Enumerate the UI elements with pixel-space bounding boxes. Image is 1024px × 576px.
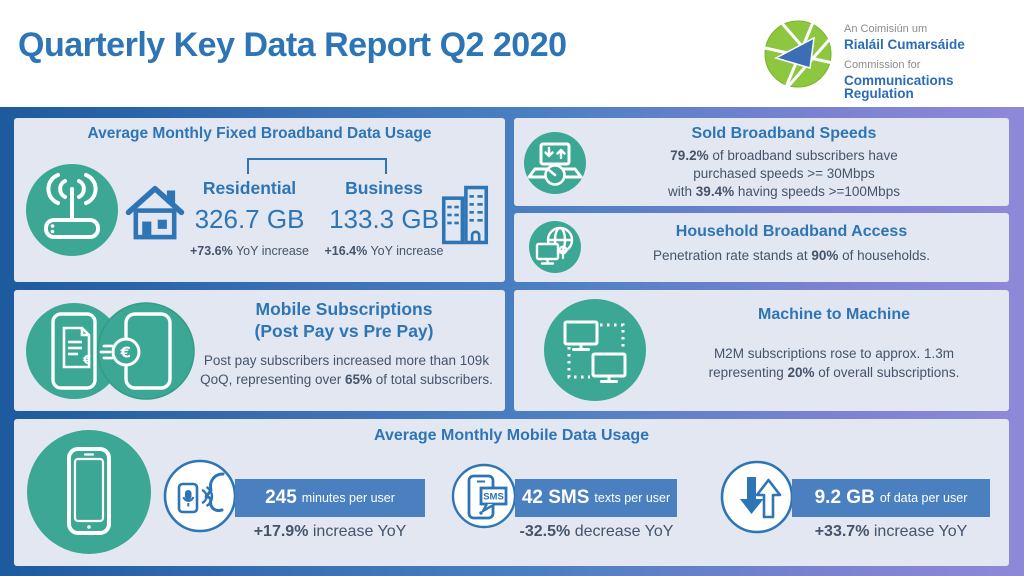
mobile-subs-body: Post pay subscribers increased more than… (200, 353, 493, 387)
minutes-change: +17.9% increase YoY (253, 523, 407, 540)
svg-text:€: € (120, 344, 131, 362)
comreg-logo: An Coimisiún um Rialáil Cumarsáide Commi… (752, 2, 1014, 105)
smartphone-icon (26, 429, 152, 555)
business-value: 133.3 GB (329, 204, 439, 234)
sms-banner: 42 SMS texts per user (515, 479, 677, 517)
household-access-body: Penetration rate stands at 90% of househ… (653, 248, 930, 263)
residential-stat: Residential 326.7 GB +73.6% YoY increase (172, 178, 327, 258)
data-arrows-icon (720, 460, 794, 534)
m2m-body: M2M subscriptions rose to approx. 1.3m r… (708, 346, 960, 380)
data-banner: 9.2 GB of data per user (792, 479, 990, 517)
sold-speeds-line3: with 39.4% having speeds >=100Mbps (668, 184, 900, 199)
residential-change: +73.6% YoY increase (190, 244, 309, 258)
mobile-subs-title-line1: Mobile Subscriptions (255, 299, 433, 319)
sms-change: -32.5% decrease YoY (519, 523, 674, 540)
globe-monitor-icon (528, 220, 582, 274)
minutes-banner: 245 minutes per user (235, 479, 425, 517)
router-wifi-icon (24, 162, 120, 258)
logo-line-irish-1: An Coimisiún um (844, 23, 928, 35)
data-unit: of data per user (879, 491, 968, 505)
minutes-value: 245 (265, 487, 297, 508)
sms-value: 42 SMS (521, 487, 590, 508)
sms-unit: texts per user (594, 491, 671, 505)
household-access-title: Household Broadband Access (675, 223, 908, 240)
fixed-broadband-title: Average Monthly Fixed Broadband Data Usa… (87, 125, 432, 142)
panel-mobile-data-usage: Average Monthly Mobile Data Usage (14, 419, 1009, 566)
business-change: +16.4% YoY increase (324, 244, 444, 258)
svg-text:SMS: SMS (483, 492, 504, 503)
residential-business-bracket (247, 158, 387, 174)
sold-speeds-line1: 79.2% of broadband subscribers have (670, 148, 898, 163)
svg-text:€: € (82, 353, 91, 367)
data-value: 9.2 GB (814, 487, 875, 508)
residential-value: 326.7 GB (194, 204, 305, 234)
laptop-speed-icon (523, 131, 587, 195)
voice-minutes-icon (163, 459, 237, 533)
residential-label: Residential (202, 178, 297, 198)
page-title: Quarterly Key Data Report Q2 2020 (18, 26, 567, 64)
business-label: Business (345, 178, 423, 198)
m2m-title: Machine to Machine (757, 306, 911, 323)
header: Quarterly Key Data Report Q2 2020 An Coi (0, 0, 1024, 107)
phone-bill-icon: € € (20, 298, 202, 404)
comreg-logo-icon (752, 2, 848, 105)
logo-line-irish-2: Rialáil Cumarsáide (844, 37, 965, 52)
panel-sold-speeds: Sold Broadband Speeds 79.2% of broadband… (514, 118, 1009, 206)
mobile-subs-title-line2: (Post Pay vs Pre Pay) (254, 321, 434, 341)
sms-icon: SMS (451, 463, 517, 529)
logo-line-english-1: Commission for (844, 58, 921, 71)
m2m-monitors-icon (542, 297, 648, 403)
business-stat: Business 133.3 GB +16.4% YoY increase (309, 178, 459, 258)
sold-speeds-title: Sold Broadband Speeds (691, 125, 877, 142)
panel-fixed-broadband: Average Monthly Fixed Broadband Data Usa… (14, 118, 505, 282)
buildings-icon (438, 184, 492, 246)
logo-text: An Coimisiún um Rialáil Cumarsáide Commi… (844, 24, 1014, 109)
sold-speeds-line2: purchased speeds >= 30Mbps (693, 166, 875, 181)
minutes-unit: minutes per user (301, 491, 395, 505)
house-icon (123, 182, 187, 241)
panel-household-access: Household Broadband Access Penetration r… (514, 213, 1009, 282)
mobile-usage-title: Average Monthly Mobile Data Usage (373, 427, 650, 444)
data-change: +33.7% increase YoY (814, 523, 968, 540)
panel-machine-to-machine: Machine to Machine M2M subscriptions ros… (514, 290, 1009, 411)
panel-mobile-subscriptions: € € Mobile Subscriptions (Post Pay vs Pr… (14, 290, 505, 411)
logo-line-english-2: Communications Regulation (844, 72, 954, 101)
